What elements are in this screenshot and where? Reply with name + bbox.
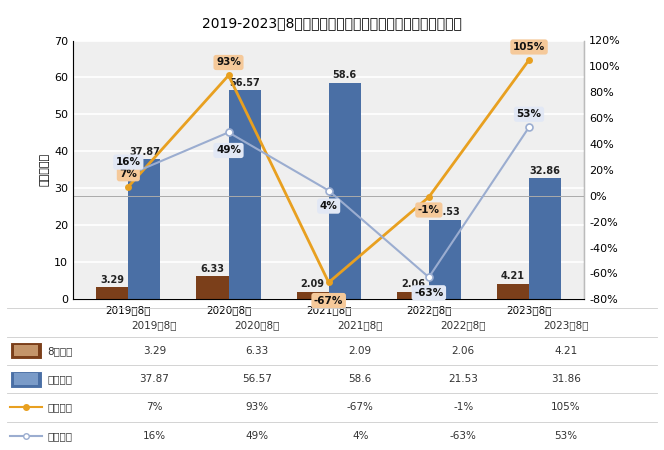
Text: 21.53: 21.53	[430, 207, 460, 217]
Text: 8月销量: 8月销量	[47, 346, 72, 356]
Text: 53%: 53%	[517, 109, 542, 119]
Bar	[228, 90, 260, 299]
Text: 16%: 16%	[143, 431, 166, 441]
Text: 3.29: 3.29	[100, 275, 124, 285]
Text: 105%: 105%	[551, 402, 581, 413]
Bar	[128, 159, 161, 299]
Text: 2023年8月: 2023年8月	[543, 320, 589, 330]
Text: 4%: 4%	[320, 201, 337, 211]
Text: 2021年8月: 2021年8月	[337, 320, 383, 330]
Bar	[329, 83, 361, 299]
Text: 32.86: 32.86	[530, 166, 560, 176]
Text: 6.33: 6.33	[201, 264, 224, 274]
Text: 6.33: 6.33	[246, 346, 269, 356]
Text: 4.21: 4.21	[554, 346, 578, 356]
Bar	[14, 374, 38, 385]
Text: -63%: -63%	[414, 288, 444, 298]
Text: 2019年8月: 2019年8月	[131, 320, 177, 330]
Bar	[429, 220, 461, 299]
Bar	[14, 345, 38, 356]
Text: 93%: 93%	[246, 402, 269, 413]
Bar	[529, 178, 561, 299]
Text: -63%: -63%	[450, 431, 477, 441]
Text: 37.87: 37.87	[139, 374, 169, 384]
Text: 累计增幅: 累计增幅	[47, 431, 72, 441]
Text: 2020年8月: 2020年8月	[234, 320, 280, 330]
Text: 37.87: 37.87	[129, 147, 160, 157]
Text: 56.57: 56.57	[229, 78, 260, 88]
Text: -1%: -1%	[453, 402, 473, 413]
Text: 2019-2023年8月牵引车市场销量及增幅走势（单位：万辆）: 2019-2023年8月牵引车市场销量及增幅走势（单位：万辆）	[202, 16, 462, 30]
Text: 53%: 53%	[554, 431, 578, 441]
Text: 105%: 105%	[513, 42, 545, 52]
Text: 2.09: 2.09	[349, 346, 372, 356]
Text: -1%: -1%	[418, 205, 440, 215]
Text: 31.86: 31.86	[551, 374, 581, 384]
Bar	[10, 342, 42, 359]
Text: 2022年8月: 2022年8月	[440, 320, 486, 330]
Text: 49%: 49%	[216, 145, 241, 155]
Text: 同比增幅: 同比增幅	[47, 402, 72, 413]
Text: 2.06: 2.06	[452, 346, 475, 356]
Bar	[96, 287, 128, 299]
Text: 2.06: 2.06	[401, 279, 425, 289]
Text: 58.6: 58.6	[333, 70, 357, 81]
Text: 49%: 49%	[246, 431, 269, 441]
Bar	[197, 276, 228, 299]
Text: -67%: -67%	[347, 402, 374, 413]
Bar	[10, 371, 42, 387]
Text: 7%: 7%	[120, 169, 137, 179]
Text: -67%: -67%	[314, 296, 343, 306]
Text: 16%: 16%	[116, 157, 141, 167]
Text: 累计销量: 累计销量	[47, 374, 72, 384]
Text: 7%: 7%	[146, 402, 163, 413]
Text: 93%: 93%	[216, 58, 241, 68]
Bar	[497, 284, 529, 299]
Text: 4%: 4%	[352, 431, 369, 441]
Text: 58.6: 58.6	[349, 374, 372, 384]
Text: 56.57: 56.57	[242, 374, 272, 384]
Bar	[297, 292, 329, 299]
Bar	[397, 292, 429, 299]
Text: 3.29: 3.29	[143, 346, 166, 356]
Y-axis label: 单位：万辆: 单位：万辆	[40, 153, 50, 186]
Text: 21.53: 21.53	[448, 374, 478, 384]
Text: 4.21: 4.21	[501, 271, 525, 281]
Text: 2.09: 2.09	[301, 279, 325, 289]
